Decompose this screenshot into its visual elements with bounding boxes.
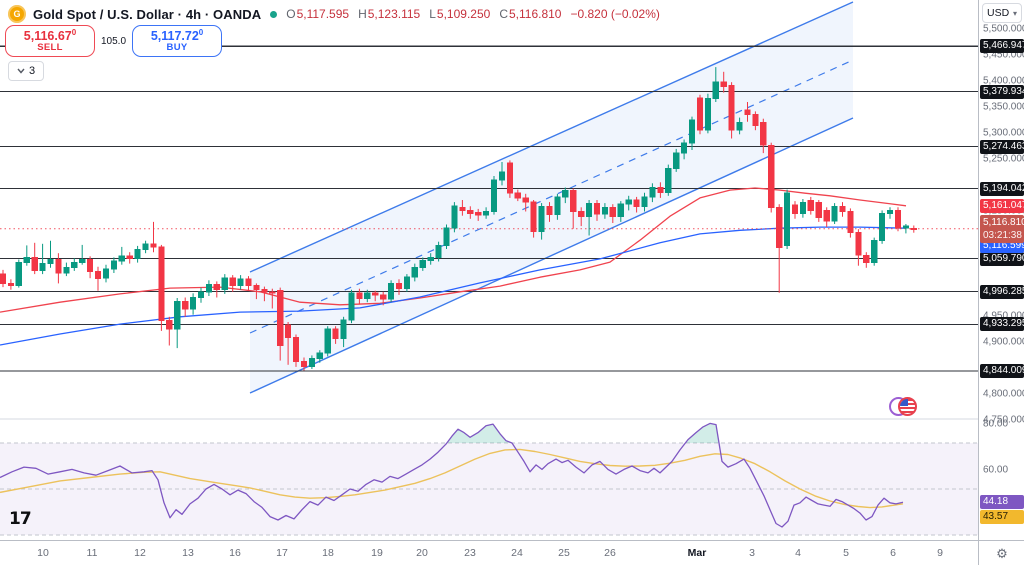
symbol-title[interactable]: Gold Spot / U.S. Dollar · 4h · OANDA [33,6,262,22]
price-line-label: 5,466.947 [980,39,1024,54]
time-axis-label: 11 [86,547,98,559]
bar-countdown: 03:21:38 [983,230,1022,241]
open-value: 5,117.595 [296,7,350,21]
price-tick: 4,950.000 [983,310,1024,322]
rsi-value-label: 44.18 [980,495,1024,510]
sell-price-sup: 0 [71,27,77,37]
open-label: O [286,7,296,21]
time-axis-label: 12 [134,547,146,559]
low-label: L [429,7,436,21]
time-axis-label: 13 [182,547,194,559]
price-line-label: 5,059.790 [980,251,1024,266]
close-value: 5,116.810 [508,7,562,21]
parallel-channel[interactable] [249,1,854,394]
price-line-label: 4,933.295 [980,317,1024,332]
price-line-label: 5,194.042 [980,181,1024,196]
gold-coin-icon: G [8,5,26,23]
time-axis-label: 16 [229,547,241,559]
time-axis-label: Mar [687,547,707,559]
rsi-tick: 80.00 [983,418,1009,430]
economic-event-icon[interactable] [889,397,921,416]
price-tick: 5,400.000 [983,75,1024,87]
price-tick: 5,500.000 [983,23,1024,35]
time-axis-label: 9 [937,547,943,559]
price-tick: 5,250.000 [983,153,1024,165]
time-axis-label: 5 [843,547,849,559]
currency-selector[interactable]: USD ▾ [982,3,1022,23]
time-axis-label: 23 [464,547,476,559]
ohlc-values: O 5,117.595 H 5,123.115 L 5,109.250 C 5,116.… [286,7,660,21]
price-tick: 4,750.000 [983,414,1024,426]
price-line-label: 5,379.934 [980,84,1024,99]
trade-panel: 5,116.670 SELL 105.0 5,117.720 BUY [5,25,223,57]
object-counter-value: 3 [28,65,36,77]
time-axis-label: 24 [511,547,523,559]
price-axis[interactable]: USD ▾ 5,500.000 5,450.000 5,400.000 5,350.0… [978,0,1024,540]
candles[interactable] [0,67,917,371]
caret-down-icon: ▾ [1012,8,1017,18]
sell-price: 5,116.67 [23,29,72,44]
price-tick: 5,300.000 [983,127,1024,139]
buy-price: 5,117.72 [150,29,199,44]
symbol-legend: G Gold Spot / U.S. Dollar · 4h · OANDA O… [8,5,660,23]
currency-value: USD [987,7,1010,19]
price-tick: 4,800.000 [983,388,1024,400]
time-axis[interactable]: 10 11 12 13 16 17 18 19 20 23 24 25 26 Mar 3 4 5 6 9 [0,540,978,565]
price-line-label: 4,844.009 [980,364,1024,379]
low-value: 5,109.250 [436,7,491,21]
current-price-value: 5,116.810 [983,217,1024,228]
time-axis-label: 26 [604,547,616,559]
time-axis-label: 20 [416,547,428,559]
tradingview-logo[interactable]: 17 [9,509,32,529]
time-axis-label: 19 [371,547,383,559]
ma-price-label: 5,161.047 [980,198,1024,213]
us-flag-icon [898,397,917,416]
chart-canvas[interactable] [0,0,978,540]
chevron-down-icon [17,68,25,74]
time-axis-label: 6 [890,547,896,559]
rsi-line[interactable] [0,422,904,528]
rsi-tick: 60.00 [983,464,1009,476]
market-status-dot [270,10,278,18]
time-axis-label: 18 [322,547,334,559]
time-axis-label: 10 [37,547,49,559]
price-line-label: 5,274.463 [980,139,1024,154]
axis-corner: ⚙ [978,540,1024,565]
price-tick: 5,450.000 [983,49,1024,61]
rsi-pane[interactable] [0,422,978,536]
current-price-label: 5,116.810 03:21:38 [980,215,1024,243]
object-counter-button[interactable]: 3 [8,61,44,81]
close-label: C [499,7,508,21]
sell-label: SELL [37,42,63,54]
time-axis-label: 17 [276,547,288,559]
sell-button[interactable]: 5,116.670 SELL [5,25,95,57]
time-axis-label: 25 [558,547,570,559]
rsi-ma-line[interactable] [0,448,904,509]
buy-price-sup: 0 [198,27,204,37]
change-value: −0.820 (−0.02%) [570,7,660,21]
spread-value: 105.0 [95,34,133,48]
rsi-value-label: 43.57 [980,510,1024,524]
time-axis-label: 4 [795,547,801,559]
high-label: H [358,7,367,21]
price-line-label: 4,996.285 [980,284,1024,299]
gear-icon[interactable]: ⚙ [996,545,1008,561]
high-value: 5,123.115 [367,7,421,21]
price-tick: 4,900.000 [983,336,1024,348]
buy-button[interactable]: 5,117.720 BUY [132,25,223,57]
price-tick: 5,350.000 [983,101,1024,113]
buy-label: BUY [166,42,188,54]
time-axis-label: 3 [749,547,755,559]
